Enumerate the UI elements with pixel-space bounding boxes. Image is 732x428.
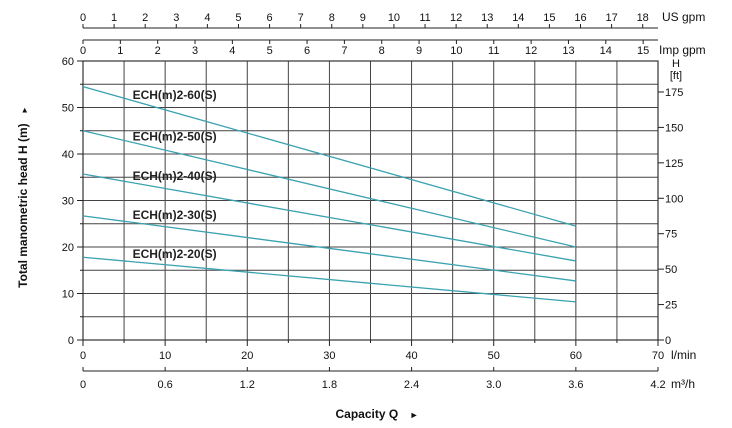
imp-gpm-tick-label: 13 bbox=[562, 45, 574, 57]
performance-curves bbox=[82, 85, 577, 303]
series-label-1: ECH(m)2-60(S) bbox=[133, 88, 217, 102]
x-tick-label: 40 bbox=[405, 350, 417, 362]
us-gpm-tick-label: 7 bbox=[298, 12, 304, 24]
imp-gpm-tick-label: 14 bbox=[600, 45, 612, 57]
us-gpm-tick-label: 15 bbox=[543, 12, 555, 24]
us-gpm-tick-label: 3 bbox=[173, 12, 179, 24]
y-tick-label: 50 bbox=[62, 103, 74, 115]
imp-gpm-tick-label: 4 bbox=[229, 45, 235, 57]
imp-gpm-tick-label: 7 bbox=[341, 45, 347, 57]
x-tick-label: 70 bbox=[652, 350, 664, 362]
curve-1 bbox=[82, 85, 577, 227]
us-gpm-tick-label: 5 bbox=[235, 12, 241, 24]
y-tick-label: 60 bbox=[62, 56, 74, 68]
x-tick-label: 20 bbox=[241, 350, 253, 362]
x-axis-m3h: 0 0.6 1.2 1.8 2.4 3.0 3.6 4.2 m³/h bbox=[80, 367, 695, 391]
us-gpm-tick-label: 4 bbox=[204, 12, 210, 24]
ft-tick-label: 125 bbox=[665, 158, 683, 170]
x-tick-label: 0 bbox=[80, 350, 86, 362]
series-label-3: ECH(m)2-40(S) bbox=[133, 169, 217, 183]
ft-tick-label: 25 bbox=[665, 300, 677, 312]
x-axis-title: Capacity Q ► bbox=[336, 407, 419, 421]
series-label-4: ECH(m)2-30(S) bbox=[133, 208, 217, 222]
imp-gpm-tick-label: 10 bbox=[450, 45, 462, 57]
y-tick-label: 10 bbox=[62, 289, 74, 301]
y-axis-title: Total manometric head H (m) ► bbox=[16, 106, 30, 288]
y-tick-label: 20 bbox=[62, 242, 74, 254]
imp-gpm-tick-label: 5 bbox=[267, 45, 273, 57]
m3h-tick-label: 0 bbox=[80, 379, 86, 391]
grid bbox=[83, 61, 658, 340]
m3h-tick-label: 1.2 bbox=[240, 379, 255, 391]
us-gpm-tick-label: 14 bbox=[512, 12, 524, 24]
us-gpm-tick-label: 17 bbox=[605, 12, 617, 24]
x-tick-label: 30 bbox=[323, 350, 335, 362]
y-tick-label: 30 bbox=[62, 196, 74, 208]
us-gpm-tick-label: 1 bbox=[111, 12, 117, 24]
imp-gpm-tick-label: 9 bbox=[416, 45, 422, 57]
x-unit-label: l/min bbox=[671, 348, 696, 362]
m3h-tick-label: 1.8 bbox=[322, 379, 337, 391]
us-gpm-tick-label: 12 bbox=[450, 12, 462, 24]
us-gpm-tick-label: 0 bbox=[80, 12, 86, 24]
curve-4 bbox=[82, 215, 576, 282]
x-tick-label: 10 bbox=[159, 350, 171, 362]
y-tick-label: 40 bbox=[62, 149, 74, 161]
y-axis-left: 0 10 20 30 40 50 60 bbox=[62, 56, 83, 347]
ft-tick-label: 175 bbox=[665, 87, 683, 99]
m3h-tick-label: 2.4 bbox=[404, 379, 419, 391]
us-gpm-tick-label: 13 bbox=[481, 12, 493, 24]
ft-tick-label: 50 bbox=[665, 264, 677, 276]
curve-5 bbox=[82, 256, 576, 303]
m3h-tick-label: 3.0 bbox=[486, 379, 501, 391]
us-gpm-tick-label: 9 bbox=[360, 12, 366, 24]
imp-gpm-tick-label: 12 bbox=[525, 45, 537, 57]
x-tick-label: 60 bbox=[570, 350, 582, 362]
m3h-tick-label: 0.6 bbox=[157, 379, 172, 391]
imp-gpm-tick-label: 8 bbox=[379, 45, 385, 57]
ft-unit-h: H bbox=[672, 58, 680, 70]
us-gpm-tick-label: 8 bbox=[329, 12, 335, 24]
x-axis-imp-gpm: 0 1 2 3 4 5 6 7 8 9 10 11 12 13 14 15 Imp gpm bbox=[80, 39, 706, 57]
imp-gpm-tick-label: 0 bbox=[80, 45, 86, 57]
imp-gpm-tick-label: 3 bbox=[192, 45, 198, 57]
imp-gpm-tick-label: 1 bbox=[117, 45, 123, 57]
us-gpm-tick-label: 18 bbox=[637, 12, 649, 24]
us-gpm-tick-label: 2 bbox=[142, 12, 148, 24]
y-tick-label: 0 bbox=[68, 335, 74, 347]
imp-gpm-unit-label: Imp gpm bbox=[659, 43, 706, 57]
m3h-tick-label: 3.6 bbox=[568, 379, 583, 391]
curve-3 bbox=[82, 173, 576, 262]
curve-2 bbox=[82, 130, 577, 248]
x-tick-label: 50 bbox=[488, 350, 500, 362]
us-gpm-tick-label: 10 bbox=[388, 12, 400, 24]
ft-tick-label: 100 bbox=[665, 193, 683, 205]
imp-gpm-tick-label: 6 bbox=[304, 45, 310, 57]
us-gpm-tick-label: 16 bbox=[574, 12, 586, 24]
ft-tick-label: 75 bbox=[665, 229, 677, 241]
imp-gpm-tick-label: 11 bbox=[488, 45, 499, 57]
ft-tick-label: 0 bbox=[665, 335, 671, 347]
series-labels: ECH(m)2-60(S) ECH(m)2-50(S) ECH(m)2-40(S) E… bbox=[133, 88, 217, 261]
x-axis-us-gpm: 0 1 2 3 4 5 6 7 8 9 10 11 12 13 14 15 16 17 18 US gpm bbox=[80, 10, 705, 29]
x-axis-lmin: 0 10 20 30 40 50 60 70 l/min bbox=[80, 340, 696, 362]
us-gpm-unit-label: US gpm bbox=[662, 10, 705, 24]
series-label-5: ECH(m)2-20(S) bbox=[133, 247, 217, 261]
imp-gpm-tick-label: 15 bbox=[637, 45, 649, 57]
m3h-tick-label: 4.2 bbox=[650, 379, 665, 391]
m3h-unit-label: m³/h bbox=[671, 377, 695, 391]
series-label-2: ECH(m)2-50(S) bbox=[133, 129, 217, 143]
y-axis-right-ft: 0 25 50 75 100 125 150 175 H[ft] bbox=[658, 58, 683, 347]
us-gpm-tick-label: 6 bbox=[267, 12, 273, 24]
ft-unit-label: [ft] bbox=[670, 70, 682, 82]
imp-gpm-tick-label: 2 bbox=[155, 45, 161, 57]
ft-tick-label: 150 bbox=[665, 122, 683, 134]
us-gpm-tick-label: 11 bbox=[419, 12, 430, 24]
